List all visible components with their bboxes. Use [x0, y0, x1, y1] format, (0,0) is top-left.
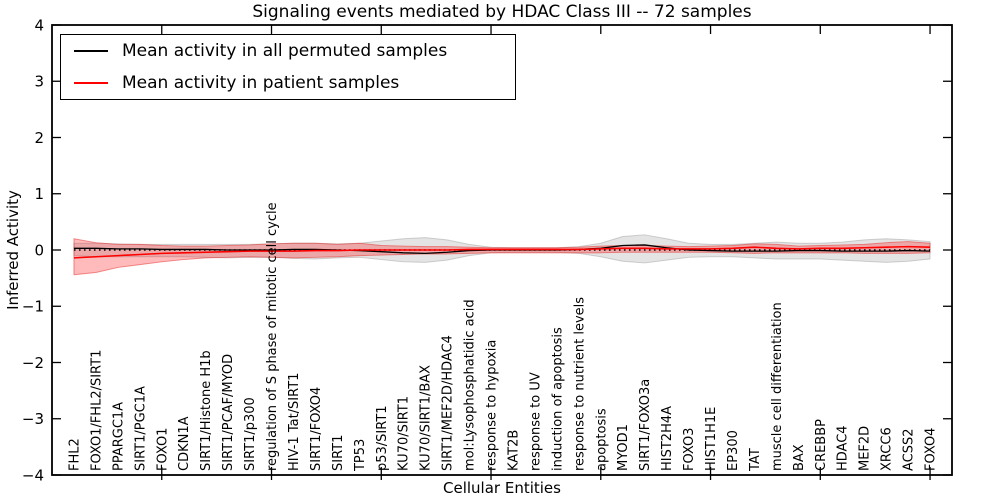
- x-category-label: SIRT1/FOXO4: [309, 387, 324, 471]
- x-category-label: XRCC6: [880, 427, 895, 471]
- x-category-label: regulation of S phase of mitotic cell cy…: [265, 202, 280, 471]
- x-category-label: FOXO1: [155, 428, 170, 471]
- y-tick-label: −1: [22, 298, 44, 316]
- y-tick-label: 3: [34, 73, 44, 91]
- x-category-label: HIV-1 Tat/SIRT1: [287, 373, 302, 471]
- chart-title: Signaling events mediated by HDAC Class …: [252, 2, 752, 22]
- y-tick-label: 4: [34, 16, 44, 34]
- y-tick-label: −2: [22, 354, 44, 372]
- patient-band: [73, 238, 931, 276]
- legend-entry-permuted: Mean activity in all permuted samples: [61, 36, 515, 66]
- x-category-label: TP53: [353, 439, 368, 472]
- legend-label-permuted: Mean activity in all permuted samples: [122, 40, 448, 61]
- x-category-label: SIRT1/PGC1A: [133, 386, 148, 471]
- x-category-label: PPARGC1A: [111, 402, 126, 471]
- x-category-label: response to nutrient levels: [572, 297, 587, 471]
- x-category-label: CREBBP: [814, 419, 829, 471]
- y-tick-label: −4: [22, 466, 44, 484]
- x-category-label: MEF2D: [858, 426, 873, 471]
- x-category-label: KAT2B: [506, 430, 521, 471]
- permuted-line-sample-icon: [74, 50, 108, 52]
- x-category-label: induction of apoptosis: [550, 327, 565, 471]
- x-category-label: MYOD1: [616, 424, 631, 471]
- x-category-label: KU70/SIRT1/BAX: [419, 365, 434, 471]
- legend-entry-patient: Mean activity in patient samples: [61, 68, 515, 98]
- x-category-label: response to hypoxia: [485, 340, 500, 471]
- x-category-label: SIRT1/MEF2D/HDAC4: [441, 335, 456, 471]
- x-category-label: apoptosis: [594, 408, 609, 471]
- y-tick-label: −3: [22, 410, 44, 428]
- x-category-label: TAT: [748, 448, 763, 472]
- x-category-label: ACSS2: [902, 428, 917, 471]
- x-category-label: BAX: [792, 444, 807, 471]
- x-category-label: response to UV: [528, 372, 543, 471]
- x-category-label: HDAC4: [836, 425, 851, 471]
- x-category-label: KU70/SIRT1: [397, 396, 412, 471]
- x-category-label: SIRT1/Histone H1b: [199, 350, 214, 471]
- x-category-label: SIRT1/FOXO3a: [638, 379, 653, 471]
- x-category-label: FOXO4: [924, 428, 939, 471]
- x-category-label: FOXO1/FHL2/SIRT1: [89, 350, 104, 471]
- y-tick-label: 0: [34, 241, 44, 259]
- patient-line-sample-icon: [74, 82, 108, 84]
- x-category-label: FHL2: [67, 438, 82, 471]
- x-category-label: muscle cell differentiation: [770, 302, 785, 471]
- x-category-label: CDKN1A: [177, 416, 192, 471]
- x-category-label: SIRT1: [331, 435, 346, 471]
- x-category-label: EP300: [726, 430, 741, 471]
- x-axis-label: Cellular Entities: [443, 479, 561, 497]
- x-category-label: SIRT1/PCAF/MYOD: [221, 354, 236, 471]
- legend: Mean activity in all permuted samples Me…: [60, 34, 516, 100]
- x-category-label: p53/SIRT1: [375, 405, 390, 471]
- y-tick-label: 1: [34, 185, 44, 203]
- legend-label-patient: Mean activity in patient samples: [122, 72, 400, 93]
- x-category-label: SIRT1/p300: [243, 397, 258, 471]
- y-tick-label: 2: [34, 129, 44, 147]
- x-category-label: FOXO3: [682, 428, 697, 471]
- patient-mean-line: [73, 245, 931, 259]
- x-category-label: HIST2H4A: [660, 406, 675, 471]
- x-category-label: HIST1H1E: [704, 407, 719, 471]
- x-category-label: mol:Lysophosphatidic acid: [463, 299, 478, 471]
